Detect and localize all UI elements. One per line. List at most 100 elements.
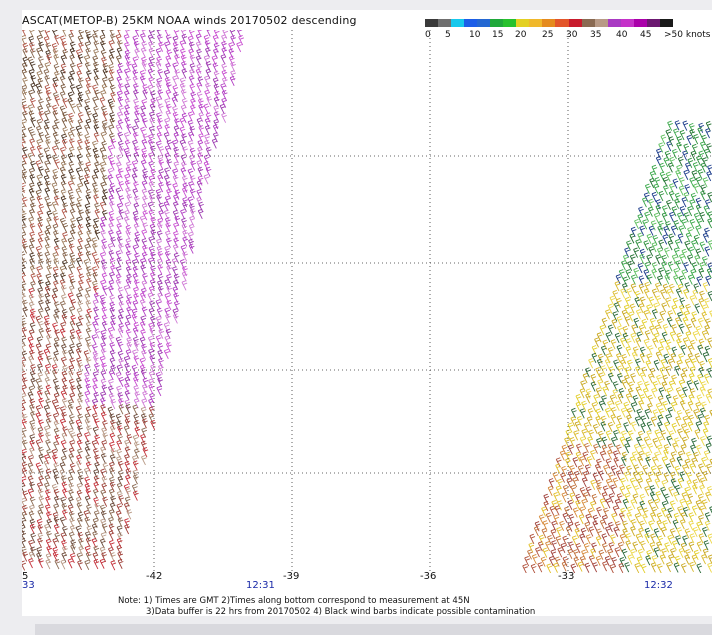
wind-barb [52, 468, 59, 479]
wind-barb [701, 456, 707, 468]
wind-barb [142, 117, 148, 129]
wind-barb [664, 274, 671, 285]
wind-barb [118, 495, 125, 506]
wind-barb [36, 482, 43, 493]
wind-barb [132, 490, 139, 501]
wind-barb [549, 505, 556, 516]
wind-barb [559, 520, 565, 531]
wind-barb [698, 150, 705, 161]
wind-barb [690, 358, 697, 369]
wind-barb [662, 234, 669, 245]
wind-barb [61, 447, 68, 459]
wind-barb [535, 547, 541, 558]
wind-barb [75, 187, 82, 199]
wind-barb [38, 293, 45, 304]
wind-barb [699, 407, 706, 418]
wind-barb [695, 248, 702, 259]
wind-barb [669, 528, 676, 539]
wind-barb [607, 324, 614, 335]
wind-barb [567, 548, 574, 559]
wind-barb [165, 259, 172, 270]
wind-barb [680, 444, 687, 455]
wind-barb [663, 353, 670, 364]
wind-barb [593, 394, 600, 405]
wind-barb [642, 464, 649, 476]
wind-barb [46, 545, 53, 556]
wind-barb [100, 348, 107, 359]
wind-barb [602, 386, 609, 397]
wind-barb [28, 89, 34, 101]
wind-barb [555, 535, 562, 547]
wind-barb [142, 447, 149, 458]
wind-barb [164, 98, 171, 109]
colorbar-segment [607, 19, 621, 27]
wind-barb [22, 258, 27, 269]
wind-barb [118, 357, 124, 369]
wind-barb [627, 430, 634, 441]
wind-barb [622, 276, 629, 287]
wind-barb [672, 297, 679, 308]
wind-barb [75, 125, 82, 136]
wind-barb [675, 169, 681, 180]
wind-barb [632, 541, 639, 552]
wind-barb [639, 493, 646, 504]
wind-barb [172, 41, 179, 52]
wind-barb [100, 532, 107, 543]
wind-barb [76, 517, 83, 528]
wind-barb [651, 261, 658, 273]
wind-barb [93, 292, 100, 303]
wind-barb [182, 236, 189, 247]
wind-barb [638, 470, 644, 482]
wind-barb [585, 513, 592, 525]
wind-barb [125, 30, 131, 38]
wind-barb [602, 561, 608, 572]
wind-barb [667, 261, 674, 272]
wind-barb [85, 194, 92, 205]
wind-barb [108, 216, 115, 227]
wind-barb [142, 89, 149, 100]
wind-barb [54, 558, 61, 570]
wind-barb [52, 47, 59, 59]
wind-barb [94, 362, 100, 374]
wind-barb [37, 363, 43, 374]
wind-barb [22, 482, 26, 493]
wind-barb [662, 400, 668, 412]
wind-barb [613, 302, 620, 313]
wind-barb [157, 258, 163, 269]
wind-barb [673, 220, 680, 231]
wind-barb [46, 511, 52, 522]
wind-barb [30, 202, 36, 213]
wind-barb [682, 535, 688, 546]
wind-barb [101, 154, 108, 166]
wind-barb [93, 475, 100, 486]
wind-barb [173, 194, 179, 205]
wind-barb [117, 294, 124, 305]
wind-barb [59, 279, 66, 290]
wind-barb [69, 278, 76, 289]
wind-barb [157, 343, 164, 354]
wind-barb [133, 341, 140, 352]
wind-barb [132, 266, 139, 277]
wind-barb [108, 509, 115, 520]
wind-barb [700, 190, 706, 201]
wind-barb [29, 48, 36, 59]
colorbar-label: 10 [469, 30, 481, 40]
wind-barb [702, 352, 709, 363]
wind-barb [30, 74, 37, 86]
wind-barb [527, 549, 533, 560]
wind-barb [647, 471, 654, 482]
wind-barb [93, 481, 100, 492]
wind-barb [22, 342, 27, 353]
wind-barb [699, 211, 706, 223]
wind-barb [30, 424, 37, 436]
wind-barb [28, 329, 35, 340]
wind-barb [617, 541, 624, 553]
wind-barb [22, 327, 28, 338]
wind-barb [613, 359, 619, 370]
wind-barb [595, 387, 602, 398]
wind-barb [236, 41, 242, 53]
wind-barb [619, 436, 626, 447]
wind-barb [85, 321, 92, 332]
wind-barb [665, 394, 672, 405]
wind-barb [552, 471, 559, 483]
